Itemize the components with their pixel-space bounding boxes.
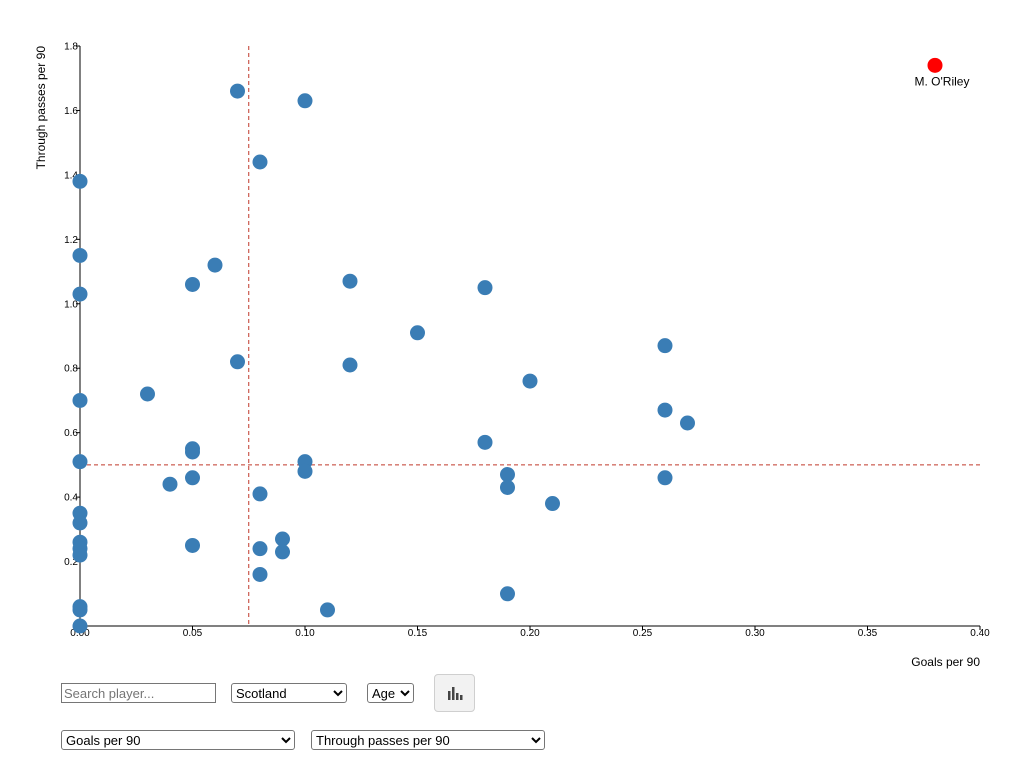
data-point[interactable] xyxy=(140,386,155,402)
chart-toggle-button[interactable] xyxy=(434,674,475,712)
country-select[interactable]: Scotland xyxy=(231,683,347,703)
data-point[interactable] xyxy=(207,257,223,273)
data-point[interactable] xyxy=(72,454,88,470)
data-point[interactable] xyxy=(185,537,200,553)
data-point[interactable] xyxy=(72,392,88,408)
data-point[interactable] xyxy=(545,496,560,512)
data-point[interactable] xyxy=(657,470,673,486)
search-player-input[interactable] xyxy=(61,683,216,703)
data-point[interactable] xyxy=(252,486,268,502)
data-point[interactable] xyxy=(477,280,493,296)
x-tick-label: 0.25 xyxy=(633,628,653,639)
highlight-group: M. O'Riley xyxy=(915,57,970,88)
y-tick-label: 1.4 xyxy=(64,170,78,181)
y-tick-label: 0.8 xyxy=(64,364,78,375)
data-point[interactable] xyxy=(72,515,88,531)
data-point[interactable] xyxy=(500,467,515,483)
data-point[interactable] xyxy=(185,444,200,460)
data-point[interactable] xyxy=(72,618,88,634)
data-point[interactable] xyxy=(230,354,245,370)
x-tick-label: 0.15 xyxy=(408,628,428,639)
x-tick-label: 0.35 xyxy=(858,628,878,639)
data-point[interactable] xyxy=(72,173,88,189)
y-tick-label: 0.6 xyxy=(64,428,78,439)
data-point[interactable] xyxy=(680,415,695,431)
x-axis-title: Goals per 90 xyxy=(911,655,980,669)
data-point[interactable] xyxy=(72,247,88,263)
x-metric-select[interactable]: Goals per 90 xyxy=(61,730,295,750)
data-point[interactable] xyxy=(252,541,268,557)
data-point[interactable] xyxy=(72,602,88,618)
data-point[interactable] xyxy=(410,325,425,341)
y-tick-label: 1.2 xyxy=(64,235,78,246)
data-point[interactable] xyxy=(342,357,358,373)
x-tick-label: 0.20 xyxy=(520,628,540,639)
data-point[interactable] xyxy=(230,83,245,99)
x-tick-label: 0.40 xyxy=(970,628,990,639)
data-point[interactable] xyxy=(500,479,515,495)
data-point[interactable] xyxy=(657,402,673,418)
highlight-point[interactable] xyxy=(927,57,943,73)
y-axis-title: Through passes per 90 xyxy=(34,46,48,170)
data-point[interactable] xyxy=(252,566,268,582)
data-point[interactable] xyxy=(162,476,178,492)
y-tick-label: 0.4 xyxy=(64,493,78,504)
x-axis-ticks: 0.00 0.05 0.10 0.15 0.20 0.25 0.30 0.35 0.40 xyxy=(70,626,990,639)
data-points xyxy=(72,83,695,634)
x-tick-label: 0.30 xyxy=(745,628,765,639)
data-point[interactable] xyxy=(657,338,673,354)
data-point[interactable] xyxy=(72,547,88,563)
data-point[interactable] xyxy=(320,602,335,618)
x-tick-label: 0.10 xyxy=(295,628,315,639)
data-point[interactable] xyxy=(522,373,538,389)
scatter-chart: 00.20.40.60.81.01.21.41.61.8 0.000.050.1… xyxy=(34,42,990,670)
data-point[interactable] xyxy=(297,93,313,109)
y-metric-select[interactable]: Through passes per 90 xyxy=(311,730,545,750)
data-point[interactable] xyxy=(275,531,290,547)
data-point[interactable] xyxy=(275,544,290,560)
highlight-label: M. O'Riley xyxy=(915,74,970,88)
data-point[interactable] xyxy=(342,273,358,289)
data-point[interactable] xyxy=(252,154,268,170)
y-tick-label: 0.2 xyxy=(64,557,78,568)
data-point[interactable] xyxy=(297,463,313,479)
bar-chart-icon xyxy=(447,687,462,700)
data-point[interactable] xyxy=(477,434,493,450)
y-tick-label: 1.8 xyxy=(64,42,78,53)
data-point[interactable] xyxy=(185,276,200,292)
x-tick-label: 0.00 xyxy=(70,628,90,639)
y-tick-label: 1.6 xyxy=(64,106,78,117)
x-tick-label: 0.05 xyxy=(183,628,203,639)
data-point[interactable] xyxy=(500,586,515,602)
data-point[interactable] xyxy=(185,470,200,486)
age-select[interactable]: Age xyxy=(367,683,414,703)
y-tick-label: 1.0 xyxy=(64,299,78,310)
data-point[interactable] xyxy=(72,286,88,302)
